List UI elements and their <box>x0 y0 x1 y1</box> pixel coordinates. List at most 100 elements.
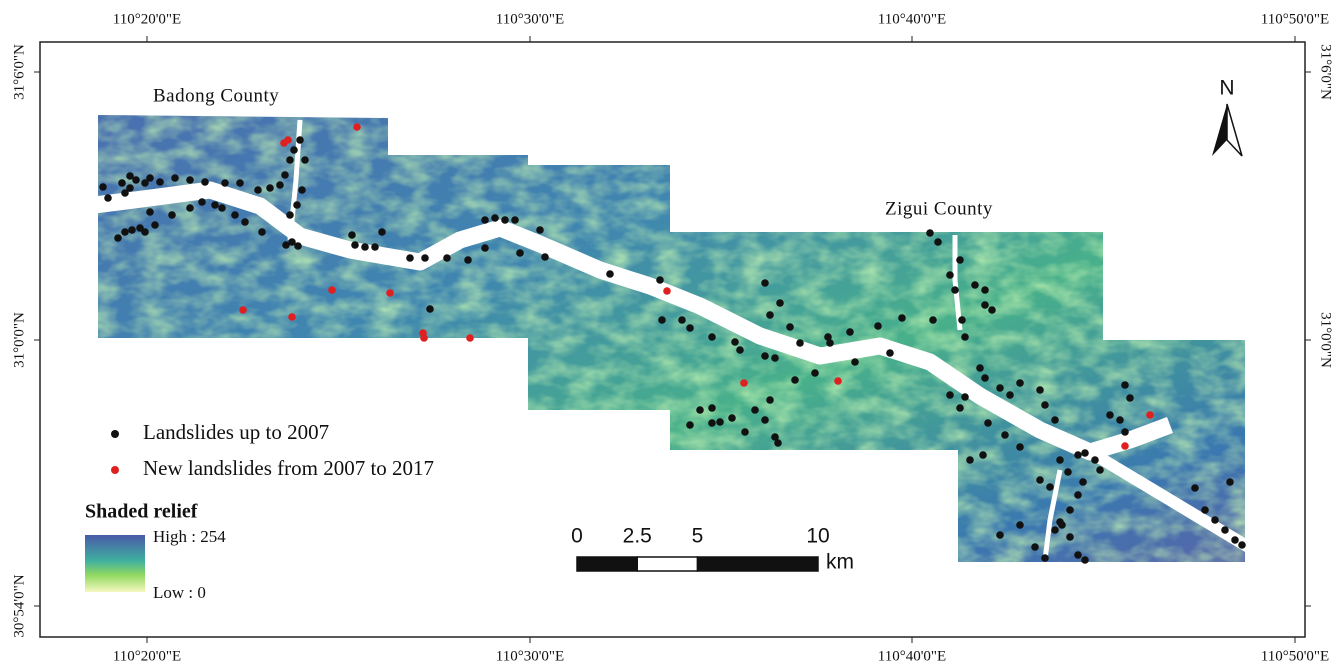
landslide-point <box>761 416 769 424</box>
new-landslide-point <box>420 334 428 342</box>
landslide-point <box>1074 451 1082 459</box>
landslide-point <box>186 204 194 212</box>
lat-label: 31°6'0"N <box>1318 44 1334 100</box>
legend-low: Low : 0 <box>153 583 206 602</box>
legend-label: New landslides from 2007 to 2017 <box>143 456 434 480</box>
landslide-point <box>751 406 759 414</box>
scale-label: 2.5 <box>623 525 652 548</box>
landslide-point <box>961 333 969 341</box>
landslide-point <box>874 322 882 330</box>
landslide-point <box>501 216 509 224</box>
landslide-point <box>171 174 179 182</box>
lon-label: 110°50'0"E <box>1261 11 1329 27</box>
relief-texture <box>90 110 1250 570</box>
place-label: Zigui County <box>885 198 993 219</box>
landslide-point <box>1016 521 1024 529</box>
landslide-point <box>290 146 298 154</box>
landslide-point <box>1191 484 1199 492</box>
landslide-point <box>741 428 749 436</box>
landslide-point <box>1096 466 1104 474</box>
landslide-point <box>266 184 274 192</box>
landslide-point <box>254 186 262 194</box>
landslide-point <box>1074 551 1082 559</box>
landslide-point <box>956 256 964 264</box>
landslide-point <box>1221 526 1229 534</box>
landslide-point <box>996 531 1004 539</box>
lat-label: 31°0'0"N <box>1318 312 1334 368</box>
north-arrow: N <box>1212 77 1242 156</box>
landslide-point <box>128 226 136 234</box>
landslide-point <box>378 228 386 236</box>
landslide-point <box>1056 456 1064 464</box>
landslide-point <box>151 221 159 229</box>
landslide-point <box>696 406 704 414</box>
landslide-point <box>851 358 859 366</box>
landslide-point <box>774 439 782 447</box>
landslide-point <box>981 286 989 294</box>
landslide-point <box>218 204 226 212</box>
landslide-point <box>958 316 966 324</box>
landslide-point <box>1126 394 1134 402</box>
landslide-point <box>979 451 987 459</box>
landslide-point <box>126 184 134 192</box>
legend-ramp <box>85 535 145 592</box>
arrow-half <box>1212 104 1227 156</box>
lon-label: 110°30'0"E <box>496 11 564 27</box>
landslide-point <box>1091 456 1099 464</box>
new-landslide-point <box>1146 411 1154 419</box>
new-landslide-point <box>328 286 336 294</box>
scale-unit: km <box>826 551 854 574</box>
landslide-point <box>951 286 959 294</box>
landslide-point <box>1036 386 1044 394</box>
new-landslide-point <box>239 306 247 314</box>
new-landslide-point <box>466 334 474 342</box>
landslide-point <box>132 176 140 184</box>
new-landslide-point <box>834 377 842 385</box>
new-landslide-point <box>288 313 296 321</box>
landslide-point <box>156 178 164 186</box>
landslide-point <box>886 349 894 357</box>
landslide-point <box>716 418 724 426</box>
landslide-point <box>1066 506 1074 514</box>
scale-segment <box>698 557 819 571</box>
landslide-point <box>1041 401 1049 409</box>
landslide-point <box>708 419 716 427</box>
landslide-point <box>491 214 499 222</box>
landslide-point <box>1081 449 1089 457</box>
lat-label: 31°0'0"N <box>11 312 27 368</box>
landslide-point <box>766 311 774 319</box>
landslide-point <box>971 281 979 289</box>
lat-label: 30°54'0"N <box>11 574 27 637</box>
new-landslide-point <box>1121 442 1129 450</box>
landslide-point <box>1121 381 1129 389</box>
lon-label: 110°40'0"E <box>878 11 946 27</box>
landslide-point <box>146 208 154 216</box>
landslide-point <box>846 328 854 336</box>
lon-label: 110°40'0"E <box>878 648 946 664</box>
landslide-point <box>406 254 414 262</box>
landslide-point <box>934 238 942 246</box>
scale-segment <box>577 557 637 571</box>
landslide-point <box>1081 556 1089 564</box>
lon-label: 110°20'0"E <box>113 648 181 664</box>
landslide-point <box>796 339 804 347</box>
scale-label: 5 <box>692 525 704 548</box>
landslide-point <box>276 181 284 189</box>
landslide-point <box>186 176 194 184</box>
landslide-point <box>996 384 1004 392</box>
landslide-point <box>656 276 664 284</box>
lat-label: 31°6'0"N <box>11 44 27 100</box>
landslide-point <box>1016 443 1024 451</box>
landslide-point <box>766 396 774 404</box>
landslide-point <box>1074 491 1082 499</box>
landslide-point <box>1051 416 1059 424</box>
landslide-point <box>293 201 301 209</box>
landslide-point <box>371 243 379 251</box>
landslide-point <box>926 229 934 237</box>
landslide-point <box>731 338 739 346</box>
lon-label: 110°30'0"E <box>496 648 564 664</box>
landslide-point <box>298 186 306 194</box>
terrain <box>90 110 1250 570</box>
landslide-point <box>536 226 544 234</box>
landslide-point <box>946 391 954 399</box>
